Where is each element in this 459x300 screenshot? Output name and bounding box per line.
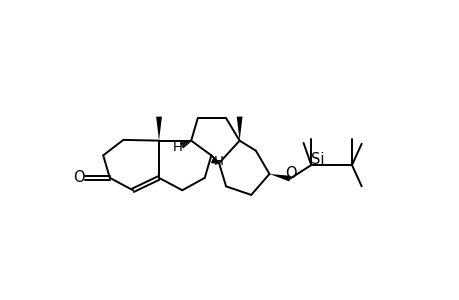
Text: Si: Si (310, 152, 324, 167)
Polygon shape (269, 174, 290, 182)
Text: H: H (173, 141, 183, 154)
Text: O: O (284, 166, 296, 181)
Text: O: O (73, 170, 85, 185)
Polygon shape (156, 117, 162, 141)
Polygon shape (236, 117, 242, 141)
Text: H: H (213, 155, 223, 169)
